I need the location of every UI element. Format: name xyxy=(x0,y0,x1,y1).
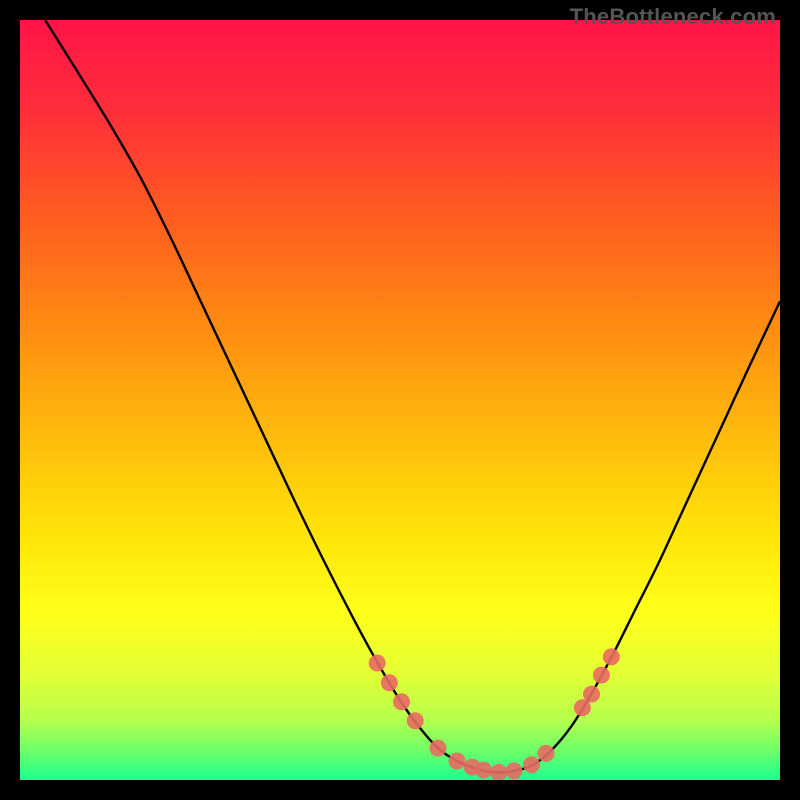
curve-marker xyxy=(583,686,600,703)
marker-group xyxy=(369,648,620,780)
chart-frame: TheBottleneck.com xyxy=(0,0,800,800)
curve-marker xyxy=(430,740,447,757)
bottleneck-curve xyxy=(45,20,780,773)
curve-marker xyxy=(523,756,540,773)
curve-marker xyxy=(381,674,398,691)
curve-marker xyxy=(449,753,466,770)
curve-marker xyxy=(369,654,386,671)
curve-layer xyxy=(20,20,780,780)
attribution-text: TheBottleneck.com xyxy=(570,4,776,30)
curve-marker xyxy=(593,667,610,684)
curve-marker xyxy=(393,693,410,710)
curve-marker xyxy=(537,745,554,762)
plot-area xyxy=(20,20,780,780)
curve-marker xyxy=(603,648,620,665)
curve-marker xyxy=(407,712,424,729)
curve-marker xyxy=(475,762,492,779)
curve-marker xyxy=(490,764,507,780)
curve-marker xyxy=(506,762,523,779)
